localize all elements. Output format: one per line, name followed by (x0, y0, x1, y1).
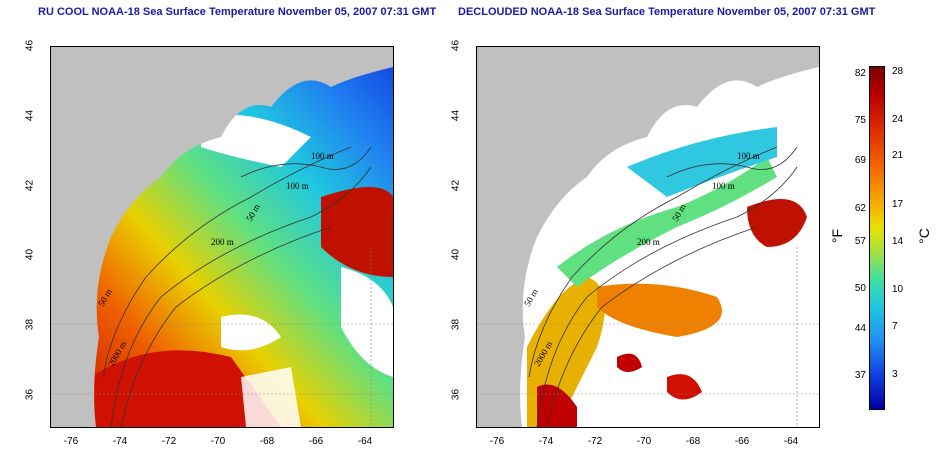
left-map-title: RU COOL NOAA-18 Sea Surface Temperature … (38, 6, 437, 18)
fahrenheit-tick: 50 (854, 283, 866, 294)
celsius-tick: 28 (892, 66, 904, 77)
lat-tick-label: 36 (450, 388, 462, 401)
lat-tick-label: 42 (450, 179, 462, 192)
celsius-unit: °C (915, 228, 932, 244)
celsius-tick: 24 (892, 114, 904, 125)
warm-water (597, 283, 722, 337)
lon-tick-label: -64 (357, 436, 373, 447)
lat-tick-label: 36 (24, 388, 36, 401)
contour-50m (102, 146, 352, 378)
warm-water (537, 384, 577, 427)
lon-tick-label: -72 (587, 436, 603, 447)
cloud-patch (241, 367, 301, 427)
lon-tick-label: -66 (734, 436, 750, 447)
lon-tick-label: -74 (538, 436, 554, 447)
fahrenheit-tick: 82 (854, 68, 866, 79)
warm-water (667, 374, 702, 400)
lat-tick-label: 44 (450, 109, 462, 122)
celsius-tick: 17 (892, 199, 904, 210)
celsius-tick: 14 (892, 236, 904, 247)
cloud-patch (221, 314, 281, 351)
contour-label: 100 m (712, 181, 735, 191)
lon-tick-label: -74 (112, 436, 128, 447)
shelf-water (627, 127, 777, 197)
raw-sst-map-image: 100 m 100 m 50 m 200 m 50 m 2000 m (51, 47, 393, 427)
land-mass (51, 47, 393, 427)
lat-tick-label: 40 (450, 248, 462, 261)
cloud-patch (201, 114, 311, 167)
lon-tick-label: -72 (161, 436, 177, 447)
gulf-stream-eddy (321, 187, 393, 277)
fahrenheit-tick: 62 (854, 203, 866, 214)
fahrenheit-tick: 69 (854, 155, 866, 166)
lat-tick-label: 42 (24, 179, 36, 192)
lon-tick-label: -70 (636, 436, 652, 447)
contour-200m (110, 166, 372, 427)
gulf-stream-warm-water (91, 350, 281, 427)
fahrenheit-tick: 44 (854, 323, 866, 334)
temperature-colorbar (869, 66, 885, 410)
right-map-title: DECLOUDED NOAA-18 Sea Surface Temperatur… (458, 6, 876, 18)
lon-tick-label: -64 (783, 436, 799, 447)
gulf-stream-eddy (747, 199, 807, 247)
celsius-tick: 21 (892, 150, 904, 161)
contour-label: 100 m (737, 151, 760, 161)
lat-tick-label: 38 (24, 318, 36, 331)
celsius-tick: 10 (892, 284, 904, 295)
declouded-sst-map: 100 m 100 m 50 m 200 m 50 m 2000 m (476, 46, 820, 428)
contour-label: 100 m (311, 151, 334, 161)
land-mass (477, 47, 819, 427)
lon-tick-label: -76 (489, 436, 505, 447)
contour-50m (528, 146, 778, 378)
lat-tick-label: 46 (450, 39, 462, 52)
raw-sst-map: 100 m 100 m 50 m 200 m 50 m 2000 m (50, 46, 394, 428)
fahrenheit-tick: 75 (854, 115, 866, 126)
lon-tick-label: -68 (685, 436, 701, 447)
contour-label: 200 m (211, 237, 234, 247)
celsius-tick: 3 (892, 369, 898, 380)
shelf-water (557, 157, 777, 287)
declouded-sst-map-image: 100 m 100 m 50 m 200 m 50 m 2000 m (477, 47, 819, 427)
lat-tick-label: 40 (24, 248, 36, 261)
lat-tick-label: 46 (24, 39, 36, 52)
lon-tick-label: -70 (210, 436, 226, 447)
lon-tick-label: -76 (63, 436, 79, 447)
warm-water (617, 353, 642, 372)
lat-tick-label: 44 (24, 109, 36, 122)
lon-tick-label: -66 (308, 436, 324, 447)
contour-2000m (120, 226, 332, 427)
contour-100m (666, 146, 798, 178)
lat-tick-label: 38 (450, 318, 462, 331)
contour-100m (240, 146, 372, 178)
contour-200m (536, 166, 798, 427)
contour-label: 200 m (637, 237, 660, 247)
contour-2000m (546, 226, 758, 427)
fahrenheit-unit: °F (829, 228, 846, 244)
fahrenheit-tick: 37 (854, 370, 866, 381)
lon-tick-label: -68 (259, 436, 275, 447)
fahrenheit-tick: 57 (854, 236, 866, 247)
contour-label: 100 m (286, 181, 309, 191)
cloud-patch (341, 267, 393, 377)
celsius-tick: 7 (892, 321, 898, 332)
